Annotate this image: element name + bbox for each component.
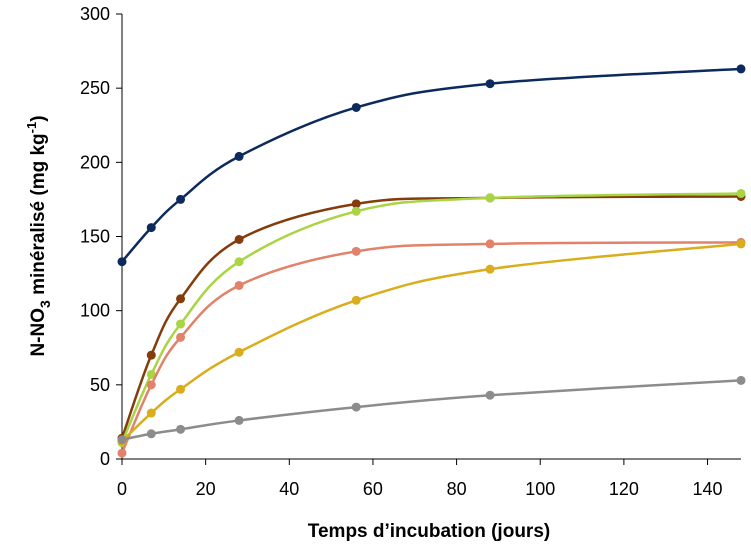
series-point-4 [117,448,127,458]
series-point-4 [234,280,244,290]
series-point-1 [736,64,746,74]
series-point-2 [146,350,156,360]
y-tick-label: 0 [100,449,110,469]
series-point-3 [485,193,495,203]
series-point-5 [146,408,156,418]
series-point-1 [146,223,156,233]
series-line-3 [120,192,742,444]
series-point-1 [351,102,361,112]
y-axis-title-superscript: -1 [24,122,39,134]
x-tick-label: 120 [609,479,639,499]
series-point-3 [351,206,361,216]
series-line-4 [120,241,742,454]
series-line-1 [121,67,742,263]
y-tick-label: 150 [80,227,110,247]
series-point-6 [176,424,186,434]
series-point-4 [146,380,156,390]
ticks: 0 50 100 150 200 250 300 0 20 40 60 80 100 120 140 [80,4,723,499]
y-tick-label: 250 [80,78,110,98]
series-line-5 [121,242,742,443]
series-line-6 [121,379,742,441]
series-point-5 [234,347,244,357]
y-tick-label: 200 [80,152,110,172]
series-point-6 [234,415,244,425]
x-axis-title: Temps d’incubation (jours) [308,521,550,542]
series-point-2 [234,234,244,244]
series-point-3 [146,369,156,379]
y-axis-title-suffix: ) [28,115,49,121]
series-point-6 [351,402,361,412]
x-tick-label: 60 [363,479,383,499]
series-point-5 [351,295,361,305]
svg-text:N-NO3 minéralisé (mg kg-1): N-NO3 minéralisé (mg kg-1) [24,115,53,356]
x-tick-label: 100 [525,479,555,499]
series-line-2 [120,195,742,439]
y-axis-title: N-NO3 minéralisé (mg kg-1) [24,115,53,356]
series-point-1 [485,79,495,89]
x-tick-label: 80 [447,479,467,499]
series-point-5 [176,384,186,394]
series-point-4 [176,332,186,342]
series-point-3 [176,319,186,329]
series-point-6 [117,435,127,445]
series-point-4 [351,246,361,256]
series-point-6 [485,390,495,400]
x-tick-label: 140 [693,479,723,499]
series-point-1 [234,151,244,161]
series-point-5 [485,264,495,274]
y-tick-label: 300 [80,4,110,24]
series-point-2 [176,294,186,304]
series-point-1 [176,194,186,204]
y-axis-title-subscript: 3 [37,300,53,308]
series-point-3 [736,188,746,198]
y-tick-label: 100 [80,301,110,321]
series-point-5 [736,239,746,249]
y-tick-label: 50 [90,375,110,395]
series-point-1 [117,257,127,267]
series-point-4 [485,239,495,249]
series-point-2 [351,199,361,209]
y-axis-title-middle: minéralisé (mg kg [28,133,49,300]
x-tick-label: 0 [117,479,127,499]
axes [121,14,741,460]
series-point-6 [146,429,156,439]
x-tick-label: 20 [196,479,216,499]
x-tick-label: 40 [279,479,299,499]
series-point-3 [234,257,244,267]
series-layer [117,64,746,458]
y-axis-title-prefix: N-NO [28,308,49,357]
series-point-6 [736,375,746,385]
